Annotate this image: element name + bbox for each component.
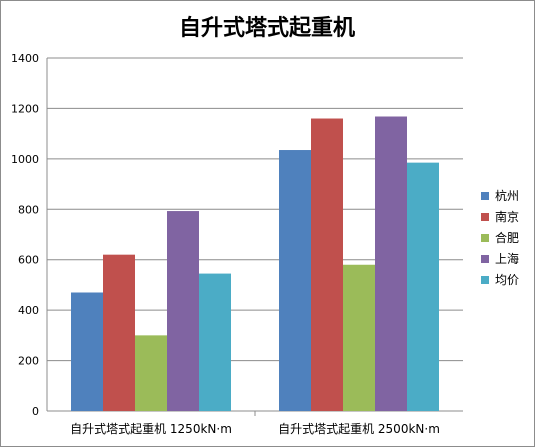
y-tick-label: 1000 (11, 153, 39, 166)
x-category-label: 自升式塔式起重机 1250kN·m (70, 422, 232, 436)
legend-swatch-上海 (481, 255, 489, 263)
chart-title: 自升式塔式起重机 (179, 15, 355, 41)
legend-label-均价: 均价 (495, 273, 519, 287)
y-tick-label: 600 (18, 254, 39, 267)
y-tick-label: 0 (32, 405, 39, 418)
legend-label-南京: 南京 (495, 209, 519, 224)
legend-label-合肥: 合肥 (495, 230, 519, 245)
legend-label-上海: 上海 (495, 251, 519, 266)
legend-label-杭州: 杭州 (495, 188, 519, 203)
bar-南京-0 (103, 254, 135, 411)
bar-杭州-0 (71, 292, 103, 411)
bar-杭州-1 (279, 150, 311, 411)
bar-上海-0 (167, 211, 199, 411)
y-tick-label: 400 (18, 304, 39, 317)
legend-swatch-合肥 (481, 234, 489, 242)
bar-均价-1 (407, 162, 439, 411)
y-tick-label: 1400 (11, 52, 39, 65)
legend-swatch-南京 (481, 213, 489, 221)
y-tick-label: 200 (18, 355, 39, 368)
bar-合肥-0 (135, 335, 167, 411)
y-tick-label: 800 (18, 203, 39, 216)
bar-合肥-1 (343, 264, 375, 411)
x-category-label: 自升式塔式起重机 2500kN·m (278, 422, 440, 436)
bar-均价-0 (199, 273, 231, 411)
y-tick-label: 1200 (11, 102, 39, 115)
bar-南京-1 (311, 118, 343, 411)
bar-上海-1 (375, 116, 407, 412)
legend-swatch-杭州 (481, 192, 489, 200)
legend-swatch-均价 (481, 276, 489, 284)
